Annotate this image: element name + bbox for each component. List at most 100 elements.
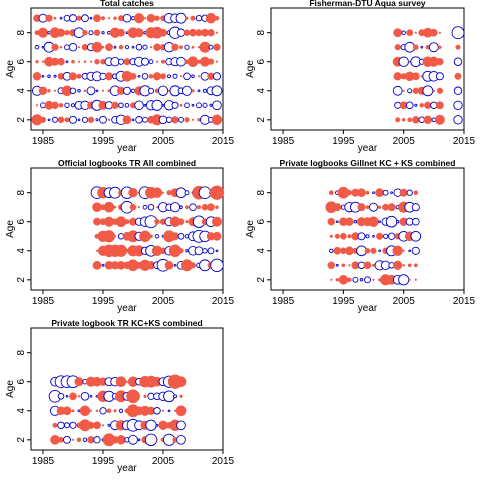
bubble-positive <box>143 394 147 398</box>
bubble-negative <box>148 59 154 65</box>
bubble-positive <box>71 59 75 64</box>
bubble-negative <box>34 44 40 50</box>
bubble-negative <box>364 276 371 284</box>
y-tick-label: 2 <box>16 277 27 283</box>
bubble-positive <box>346 189 353 196</box>
bubble-positive <box>365 190 370 195</box>
bubble-negative <box>184 44 190 50</box>
bubble-negative <box>153 407 161 415</box>
bubble-positive <box>64 30 70 36</box>
bubble-negative <box>411 203 420 212</box>
bubble-positive <box>432 89 436 93</box>
bubble-positive <box>368 216 379 227</box>
bubble-negative <box>181 85 193 96</box>
bubble-negative <box>207 247 215 255</box>
bubble-positive <box>375 188 385 198</box>
bubble-positive <box>87 116 95 123</box>
bubble-positive <box>185 16 189 20</box>
bubble-negative <box>128 434 138 445</box>
bubble-positive <box>107 118 111 122</box>
bubble-negative <box>86 86 96 96</box>
bubble-positive <box>77 395 81 398</box>
bubble-negative <box>167 74 171 79</box>
bubble-negative <box>352 276 359 283</box>
bubble-positive <box>365 205 370 210</box>
bubble-positive <box>76 15 82 21</box>
bubble-negative <box>135 116 143 124</box>
bubble-positive <box>364 247 371 254</box>
bubble-positive <box>179 45 183 50</box>
bubble-positive <box>393 72 402 81</box>
bubble-positive <box>408 278 411 281</box>
bubble-positive <box>164 260 174 270</box>
bubble-positive <box>401 117 406 122</box>
bubble-positive <box>412 116 420 124</box>
bubble-negative <box>176 420 186 431</box>
bubble-positive <box>74 377 84 387</box>
bubble-positive <box>347 277 352 283</box>
bubble-negative <box>209 103 213 107</box>
bubble-positive <box>171 232 179 241</box>
bubble-positive <box>139 230 151 243</box>
bubble-negative <box>155 423 159 427</box>
bubble-negative <box>202 88 207 93</box>
bubble-negative <box>378 249 381 253</box>
bubble-positive <box>207 203 215 212</box>
plot-frame <box>270 167 465 291</box>
bubble-negative <box>145 419 157 431</box>
bubble-negative <box>134 100 144 111</box>
bubble-positive <box>185 205 189 210</box>
y-tick-label: 2 <box>16 437 27 443</box>
bubble-positive <box>171 43 179 51</box>
bubble-positive <box>89 409 93 412</box>
bubble-positive <box>171 116 179 124</box>
bubble-positive <box>32 72 42 81</box>
bubble-positive <box>64 117 70 123</box>
bubble-positive <box>113 409 117 413</box>
bubble-positive <box>363 261 372 270</box>
bubble-positive <box>215 60 219 63</box>
bubble-positive <box>93 29 101 36</box>
bubble-positive <box>435 101 444 110</box>
bubble-positive <box>41 60 45 63</box>
bubble-positive <box>411 72 420 81</box>
bubble-negative <box>407 88 413 94</box>
bubble-negative <box>95 89 99 93</box>
bubble-negative <box>125 31 129 35</box>
bubble-negative <box>453 86 463 96</box>
bubble-positive <box>143 17 147 20</box>
bubble-negative <box>41 74 45 78</box>
y-tick-label: 4 <box>16 408 27 414</box>
plot-frame <box>270 7 465 131</box>
bubble-positive <box>371 263 376 267</box>
bubble-negative <box>118 408 124 413</box>
bubble-positive <box>328 190 334 196</box>
bubble-negative <box>357 232 366 241</box>
bubble-positive <box>333 203 342 212</box>
bubble-positive <box>179 75 183 78</box>
bubble-positive <box>123 58 131 66</box>
bubble-negative <box>151 99 163 111</box>
bubble-negative <box>208 44 214 50</box>
bubble-positive <box>113 205 117 209</box>
bubble-positive <box>357 203 366 212</box>
x-tick-label: 1995 <box>332 296 355 307</box>
bubble-negative <box>81 116 89 123</box>
bubble-negative <box>77 89 81 93</box>
bubble-negative <box>382 189 389 196</box>
bubble-negative <box>130 88 136 94</box>
bubble-positive <box>179 103 183 107</box>
bubble-positive <box>39 116 47 123</box>
bubble-positive <box>327 261 336 270</box>
bubble-positive <box>407 117 413 123</box>
y-axis-label: Age <box>245 220 256 238</box>
bubble-positive <box>392 245 403 256</box>
bubble-negative <box>353 220 358 224</box>
bubble-negative <box>172 73 178 79</box>
bubble-positive <box>56 28 66 37</box>
bubble-positive <box>95 249 99 252</box>
bubble-positive <box>155 438 159 441</box>
bubble-positive <box>333 246 342 255</box>
bubble-negative <box>64 44 70 51</box>
bubble-negative <box>411 217 420 226</box>
